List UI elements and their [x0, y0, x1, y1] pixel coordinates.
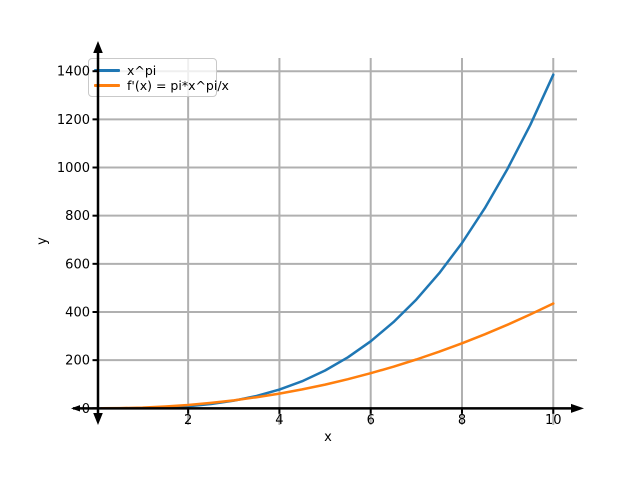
x-tick-label: 2 — [184, 413, 192, 428]
y-tick-label: 1000 — [57, 161, 90, 176]
x-tick-label: 4 — [275, 413, 283, 428]
y-axis-label: y — [35, 237, 50, 245]
y-tick-label: 1400 — [57, 65, 90, 80]
legend-label: x^pi — [127, 63, 157, 78]
legend-item: f'(x) = pi*x^pi/x — [94, 78, 229, 93]
x-tick-label: 8 — [458, 413, 466, 428]
y-axis-bottom-arrow-icon — [93, 413, 103, 425]
y-tick-label: 200 — [65, 354, 90, 369]
y-tick-label: 1200 — [57, 113, 90, 128]
y-tick-label: 600 — [65, 257, 90, 272]
x-axis-label: x — [324, 430, 332, 445]
y-tick-label: 400 — [65, 305, 90, 320]
x-axis-right-arrow-icon — [571, 403, 584, 413]
x-tick-label: 6 — [367, 413, 375, 428]
legend-label: f'(x) = pi*x^pi/x — [127, 78, 229, 93]
legend-item: x^pi — [94, 63, 210, 78]
legend-line-sample-orange — [94, 84, 120, 87]
x-axis-left-arrow-icon — [71, 405, 80, 412]
x-tick-label: 10 — [545, 413, 562, 428]
legend-line-sample-blue — [94, 69, 120, 72]
y-tick-label: 800 — [65, 209, 90, 224]
y-axis-top-arrow-icon — [93, 41, 103, 53]
curve-1 — [100, 302, 555, 410]
legend: x^pi f'(x) = pi*x^pi/x — [88, 58, 229, 97]
y-tick-label: 0 — [82, 402, 90, 417]
